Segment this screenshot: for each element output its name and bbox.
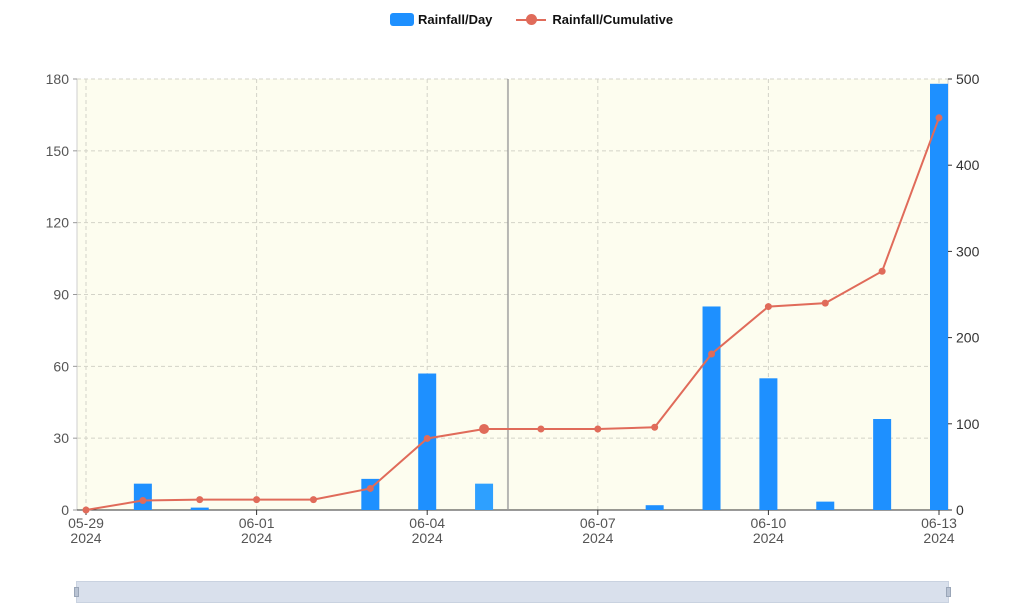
legend-item-daily[interactable]: Rainfall/Day	[390, 12, 492, 27]
rainfall-cumulative-point	[935, 114, 943, 122]
slider-handle-left[interactable]	[74, 587, 79, 597]
x-tick-label-year: 2024	[70, 530, 101, 546]
rainfall-cumulative-point	[479, 423, 490, 434]
rainfall-cumulative-point	[651, 423, 659, 431]
x-tick-label-year: 2024	[753, 530, 784, 546]
rainfall-cumulative-point	[821, 299, 829, 307]
rainfall-day-bar	[702, 306, 721, 510]
rainfall-cumulative-line	[85, 117, 940, 511]
x-tick-label-date: 06-10	[750, 515, 786, 531]
rainfall-cumulative-point	[537, 425, 545, 433]
rainfall-day-bar	[873, 419, 892, 510]
rainfall-day-bar	[190, 507, 209, 510]
rainfall-day-bar	[645, 505, 664, 510]
rainfall-cumulative-point	[139, 497, 147, 505]
rainfall-day-bar	[133, 483, 152, 510]
rainfall-day-bar	[475, 483, 494, 510]
x-tick-label-date: 06-04	[409, 515, 445, 531]
y-right-tick-label: 0	[956, 502, 964, 518]
rainfall-cumulative-point	[82, 506, 90, 514]
x-tick-label-date: 06-13	[921, 515, 957, 531]
legend-label-daily: Rainfall/Day	[418, 11, 493, 27]
rainfall-cumulative-point	[594, 425, 602, 433]
legend-item-cumulative[interactable]: Rainfall/Cumulative	[516, 12, 673, 27]
y-right-tick-label: 400	[956, 157, 980, 173]
x-tick-label-year: 2024	[582, 530, 613, 546]
rainfall-cumulative-point	[366, 484, 374, 492]
chart-legend: Rainfall/Day Rainfall/Cumulative	[390, 8, 697, 30]
legend-label-cumulative: Rainfall/Cumulative	[552, 11, 674, 27]
y-left-tick-label: 150	[46, 143, 70, 159]
rainfall-day-bar	[816, 501, 835, 510]
rainfall-cumulative-point	[708, 350, 716, 358]
y-left-tick-label: 180	[46, 71, 70, 87]
rainfall-cumulative-point	[878, 267, 886, 275]
y-right-tick-label: 300	[956, 243, 980, 259]
x-tick-label-date: 05-29	[68, 515, 104, 531]
legend-bar-swatch	[390, 12, 414, 26]
rainfall-day-bar	[930, 83, 948, 511]
data-zoom-slider[interactable]	[74, 581, 951, 603]
x-tick-label-year: 2024	[923, 530, 954, 546]
x-tick-label-date: 06-07	[580, 515, 616, 531]
rainfall-cumulative-point	[309, 496, 317, 504]
rainfall-cumulative-point	[253, 496, 261, 504]
y-right-tick-label: 500	[956, 71, 980, 87]
slider-handle-right[interactable]	[946, 587, 951, 597]
y-right-tick-label: 100	[956, 416, 980, 432]
legend-line-swatch	[516, 13, 547, 26]
rainfall-day-bar	[361, 478, 380, 510]
y-left-tick-label: 90	[53, 287, 69, 303]
y-left-tick-label: 60	[53, 358, 69, 374]
rainfall-day-bar	[759, 378, 778, 510]
y-left-tick-label: 120	[46, 215, 70, 231]
y-right-tick-label: 200	[956, 330, 980, 346]
rainfall-cumulative-point	[423, 434, 431, 442]
x-tick-label-year: 2024	[412, 530, 443, 546]
y-left-tick-label: 30	[53, 430, 69, 446]
rainfall-cumulative-point	[764, 303, 772, 311]
y-left-tick-label: 0	[61, 502, 69, 518]
rainfall-cumulative-point	[196, 496, 204, 504]
x-tick-label-date: 06-01	[239, 515, 275, 531]
x-tick-label-year: 2024	[241, 530, 272, 546]
